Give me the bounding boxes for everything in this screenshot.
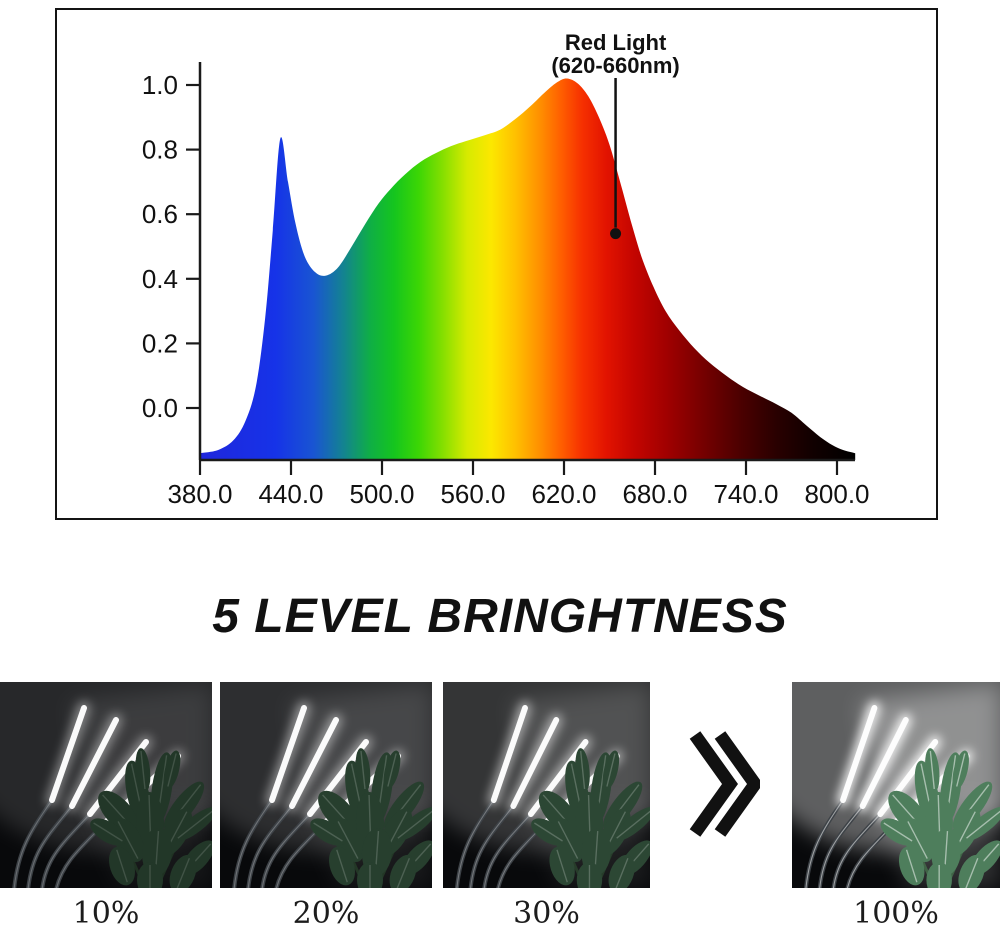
svg-text:620.0: 620.0 xyxy=(531,479,596,509)
brightness-photo-2: 20% xyxy=(220,682,432,925)
brightness-gallery: 10% 20% 30% 100% xyxy=(0,682,1000,925)
svg-text:0.4: 0.4 xyxy=(142,264,178,294)
brightness-label: 10% xyxy=(72,896,140,925)
svg-text:680.0: 680.0 xyxy=(622,479,687,509)
brightness-label: 100% xyxy=(853,896,939,925)
svg-text:0.6: 0.6 xyxy=(142,199,178,229)
double-right-chevron-icon xyxy=(688,728,763,840)
svg-text:560.0: 560.0 xyxy=(440,479,505,509)
svg-text:Red Light: Red Light xyxy=(565,30,667,55)
brightness-photo-1: 10% xyxy=(0,682,212,925)
brightness-label: 30% xyxy=(513,896,580,925)
svg-text:0.8: 0.8 xyxy=(142,135,178,165)
brightness-photo-3: 30% xyxy=(443,682,650,925)
svg-text:500.0: 500.0 xyxy=(349,479,414,509)
section-title: 5 LEVEL BRINGHTNESS xyxy=(212,590,788,643)
brightness-photo-4: 100% xyxy=(792,682,1000,925)
svg-text:0.0: 0.0 xyxy=(142,393,178,423)
svg-text:440.0: 440.0 xyxy=(258,479,323,509)
grow-light-photo xyxy=(0,682,212,888)
grow-light-photo xyxy=(443,682,650,888)
svg-text:1.0: 1.0 xyxy=(142,70,178,100)
spectrum-chart: 1.0 0.8 0.6 0.4 0.2 0.0 380.0 440.0 500.0 560.0 62… xyxy=(55,8,938,520)
svg-text:380.0: 380.0 xyxy=(167,479,232,509)
svg-text:740.0: 740.0 xyxy=(713,479,778,509)
svg-text:800.0: 800.0 xyxy=(804,479,869,509)
svg-text:(620-660nm): (620-660nm) xyxy=(551,53,679,78)
grow-light-photo xyxy=(220,682,432,888)
brightness-label: 20% xyxy=(292,896,360,925)
svg-text:0.2: 0.2 xyxy=(142,328,178,358)
grow-light-photo xyxy=(792,682,1000,888)
